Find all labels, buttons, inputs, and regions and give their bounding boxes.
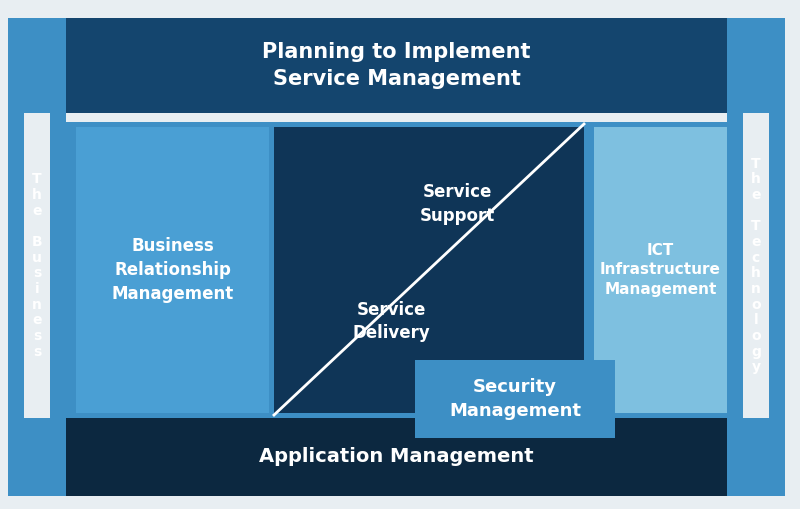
Bar — [8, 418, 66, 496]
Text: Application Management: Application Management — [259, 447, 534, 467]
Text: Business
Relationship
Management: Business Relationship Management — [111, 237, 234, 302]
Bar — [594, 127, 727, 413]
Bar — [66, 18, 727, 113]
Bar — [727, 113, 743, 418]
Bar — [8, 18, 66, 113]
Bar — [66, 418, 727, 496]
Text: ICT
Infrastructure
Management: ICT Infrastructure Management — [600, 243, 721, 297]
Bar — [8, 113, 24, 418]
Text: Planning to Implement
Service Management: Planning to Implement Service Management — [262, 42, 530, 89]
Bar — [415, 360, 615, 438]
Bar — [727, 418, 785, 496]
Text: Service
Support: Service Support — [419, 183, 494, 225]
Text: Service
Delivery: Service Delivery — [352, 301, 430, 342]
Bar — [274, 127, 584, 413]
Bar — [66, 122, 727, 418]
Bar — [76, 127, 269, 413]
Text: T
h
e
 
T
e
c
h
n
o
l
o
g
y: T h e T e c h n o l o g y — [751, 157, 761, 374]
Bar — [50, 113, 66, 418]
Bar — [727, 18, 785, 113]
Bar — [769, 113, 785, 418]
Text: T
h
e
 
B
u
s
i
n
e
s
s: T h e B u s i n e s s — [32, 173, 42, 358]
Text: Security
Management: Security Management — [449, 378, 581, 420]
